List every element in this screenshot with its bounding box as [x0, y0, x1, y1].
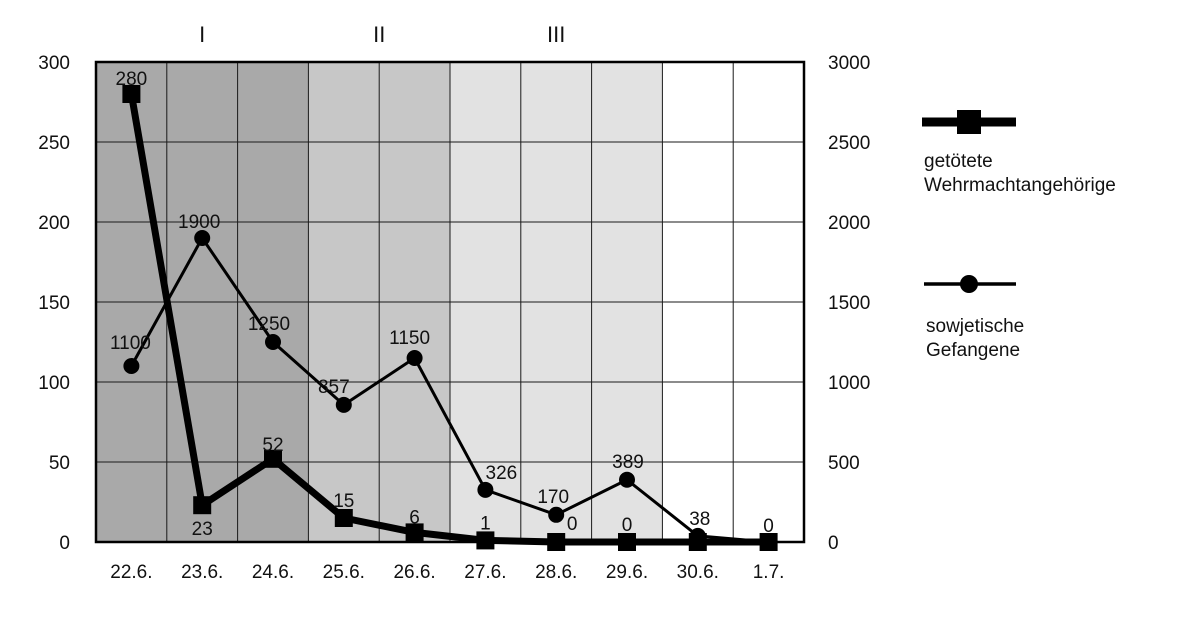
x-tick-23.6.: 23.6.: [181, 562, 223, 583]
label-gefangene-3: 1250: [248, 314, 290, 335]
point-wehrmacht-0: [688, 533, 707, 551]
point-gefangene-1250: [265, 334, 281, 350]
point-wehrmacht-6: [405, 523, 424, 542]
label-wehrmacht-2: 23: [192, 519, 213, 540]
legend-label-gefangene-line1: sowjetische: [926, 316, 1025, 337]
label-wehrmacht-7: 0: [567, 514, 578, 535]
y-right-tick-1500: 1500: [828, 293, 870, 314]
legend-circle-marker: [960, 275, 978, 293]
right-y-axis-ticks: 0 500 1000 1500 2000 2500 3000: [828, 53, 870, 554]
label-gefangene-10: 0: [763, 516, 774, 537]
x-tick-22.6.: 22.6.: [110, 562, 152, 583]
phase-label-1: I: [199, 22, 205, 47]
y-left-tick-150: 150: [38, 293, 70, 314]
label-gefangene-1: 1100: [110, 333, 151, 354]
left-y-axis-ticks: 0 50 100 150 200 250 300: [38, 53, 70, 554]
label-wehrmacht-6: 1: [480, 513, 491, 534]
point-gefangene-1150: [406, 350, 423, 366]
point-gefangene-389: [619, 471, 635, 488]
y-left-tick-200: 200: [38, 213, 70, 234]
point-gefangene-326: [477, 481, 494, 498]
point-gefangene-1100: [123, 358, 140, 374]
label-wehrmacht-3: 52: [262, 435, 283, 456]
legend-label-wehrmacht-line2: Wehrmachtangehörige: [924, 175, 1116, 196]
phase-label-2: II: [373, 22, 385, 47]
y-left-tick-100: 100: [38, 373, 70, 394]
point-gefangene-170: [548, 506, 565, 523]
legend: [922, 110, 1016, 293]
point-gefangene-1900: [194, 230, 211, 246]
label-gefangene-9: 38: [689, 509, 710, 530]
label-gefangene-4: 857: [318, 377, 350, 398]
point-wehrmacht-280: [122, 85, 141, 103]
point-wehrmacht-0: [759, 533, 778, 551]
point-wehrmacht-0: [547, 533, 566, 551]
point-wehrmacht-52: [264, 449, 282, 468]
x-tick-1.7.: 1.7.: [753, 562, 785, 583]
line-wehrmacht: [127, 93, 769, 546]
x-tick-24.6.: 24.6.: [252, 562, 294, 583]
label-wehrmacht-4: 15: [333, 491, 354, 512]
y-left-tick-50: 50: [49, 453, 70, 474]
x-tick-28.6.: 28.6.: [535, 562, 577, 583]
line-gefangene: [130, 236, 769, 544]
y-right-tick-2500: 2500: [828, 133, 870, 154]
x-tick-26.6.: 26.6.: [393, 562, 435, 583]
point-wehrmacht-0: [618, 533, 636, 551]
y-right-tick-2000: 2000: [828, 213, 870, 234]
label-gefangene-6: 326: [486, 463, 518, 484]
x-tick-30.6.: 30.6.: [677, 562, 719, 583]
y-left-tick-300: 300: [38, 53, 70, 74]
legend-label-gefangene: sowjetische Gefangene: [926, 315, 1024, 363]
x-tick-27.6.: 27.6.: [464, 562, 506, 583]
point-wehrmacht-15: [334, 509, 353, 527]
point-gefangene-857: [335, 396, 352, 413]
y-right-tick-1000: 1000: [828, 373, 870, 394]
x-tick-29.6.: 29.6.: [606, 562, 648, 583]
label-gefangene-8: 389: [612, 452, 644, 473]
point-wehrmacht-23: [193, 496, 212, 515]
label-gefangene-2: 1900: [178, 212, 220, 233]
y-right-tick-3000: 3000: [828, 53, 870, 74]
data-labels: 280 23 52 15 6 1 0 0 1100 1900 1250 857 1150 326 170 38…: [110, 69, 774, 540]
point-wehrmacht-1: [476, 531, 495, 550]
y-left-tick-0: 0: [59, 533, 70, 554]
label-wehrmacht-5: 6: [409, 507, 420, 528]
y-right-tick-0: 0: [828, 533, 839, 554]
x-axis-ticks: 22.6. 23.6. 24.6. 25.6. 26.6. 27.6. 28.6. 29.6.…: [110, 562, 784, 583]
label-gefangene-7: 170: [537, 487, 569, 508]
label-wehrmacht-8: 0: [622, 515, 633, 536]
y-right-tick-500: 500: [828, 453, 860, 474]
series-wehrmacht: [122, 85, 778, 551]
x-tick-25.6.: 25.6.: [323, 562, 365, 583]
legend-label-gefangene-line2: Gefangene: [926, 340, 1021, 361]
phase-label-3: III: [547, 22, 565, 47]
phase-labels: I II III: [199, 22, 565, 47]
legend-label-wehrmacht-line1: getötete: [924, 151, 993, 172]
legend-label-wehrmacht: getötete Wehrmachtangehörige: [924, 150, 1116, 198]
label-wehrmacht-1: 280: [116, 69, 148, 90]
plot-frame: [94, 60, 806, 544]
y-left-tick-250: 250: [38, 133, 70, 154]
label-gefangene-5: 1150: [389, 328, 430, 349]
legend-square-marker: [957, 110, 981, 134]
